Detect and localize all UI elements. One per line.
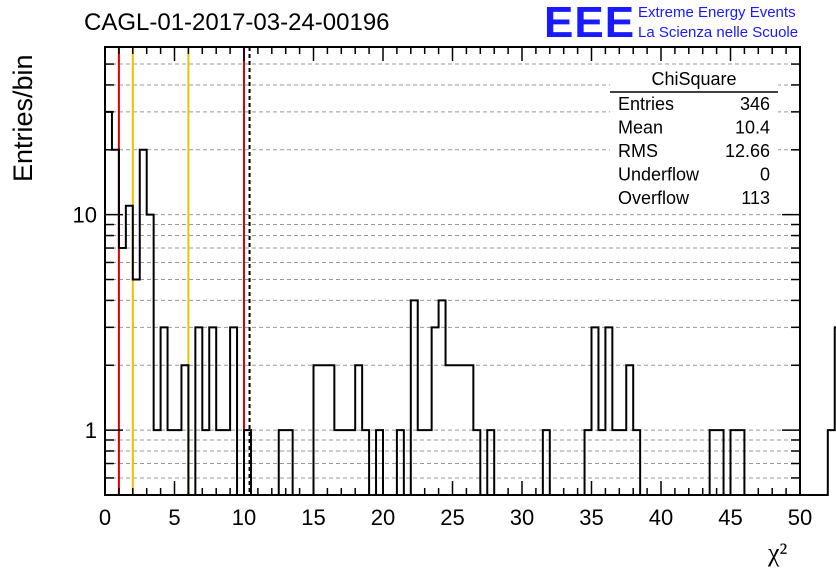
axis-ticks: [104, 46, 801, 496]
x-tick-labels: 0 5 10 15 20 25 30 35 40 45 50: [99, 505, 812, 530]
logo-text-line1: Extreme Energy Events: [638, 4, 796, 21]
stats-value: 346: [740, 94, 770, 114]
stats-value: 12.66: [725, 141, 770, 161]
stats-label: Entries: [618, 94, 674, 114]
stats-label: Mean: [618, 118, 663, 138]
x-tick-label: 45: [718, 505, 742, 530]
x-tick-label: 5: [168, 505, 180, 530]
stats-background: [610, 68, 778, 208]
x-tick-label: 50: [788, 505, 812, 530]
stats-box: ChiSquare Entries 346 Mean 10.4 RMS 12.66 Under…: [610, 68, 778, 208]
stats-label: RMS: [618, 141, 658, 161]
stats-value: 113: [741, 188, 770, 208]
eee-logo: EEE Extreme Energy Events La Scienza nel…: [544, 1, 834, 45]
x-tick-label: 25: [440, 505, 464, 530]
y-tick-label: 10: [73, 203, 97, 228]
stats-label: Underflow: [618, 165, 700, 185]
x-tick-label: 30: [510, 505, 534, 530]
chart-title: CAGL-01-2017-03-24-00196: [84, 9, 390, 36]
y-tick-label: 1: [85, 418, 97, 443]
x-axis-label: χ²: [768, 538, 788, 567]
x-tick-label: 0: [99, 505, 111, 530]
logo-mark: EEE: [544, 0, 636, 47]
y-tick-labels: 1 10: [73, 203, 97, 443]
stats-value: 10.4: [735, 118, 770, 138]
x-tick-label: 35: [579, 505, 603, 530]
x-tick-label: 40: [649, 505, 673, 530]
x-tick-label: 10: [232, 505, 256, 530]
stats-title: ChiSquare: [651, 69, 736, 89]
stats-value: 0: [760, 165, 770, 185]
logo-text-line2: La Scienza nelle Scuole: [638, 24, 799, 41]
stats-label: Overflow: [618, 188, 690, 208]
x-tick-label: 15: [301, 505, 325, 530]
x-tick-label: 20: [371, 505, 395, 530]
